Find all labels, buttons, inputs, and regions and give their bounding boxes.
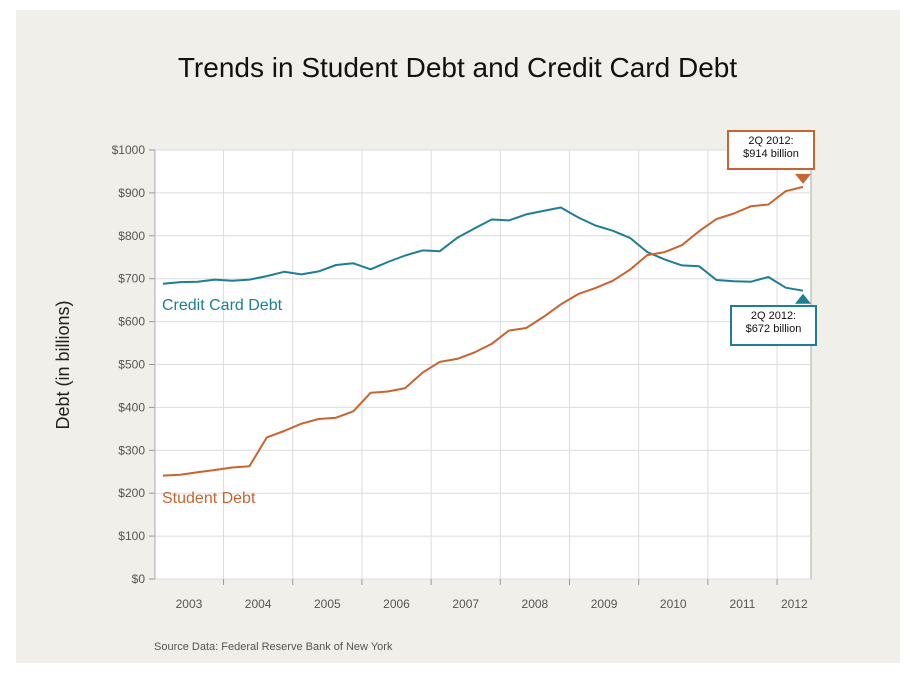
series-label-student: Student Debt [162, 490, 256, 507]
y-tick-label: $600 [118, 315, 145, 329]
callout-student-debt: 2Q 2012: $914 billion [727, 130, 815, 170]
y-tick-label: $100 [118, 529, 145, 543]
y-tick-label: $400 [118, 400, 145, 414]
series-label-credit-card: Credit Card Debt [162, 297, 283, 314]
x-tick-label: 2007 [452, 597, 479, 611]
y-tick-label: $900 [118, 186, 145, 200]
chart-title: Trends in Student Debt and Credit Card D… [177, 52, 738, 83]
callout-cc-line2: $672 billion [745, 323, 802, 335]
callout-student-line2: $914 billion [743, 148, 799, 160]
y-tick-label: $1000 [112, 143, 146, 157]
callout-cc-line1: 2Q 2012: [750, 310, 797, 322]
y-tick-label: $700 [118, 272, 145, 286]
source-note: Source Data: Federal Reserve Bank of New… [154, 641, 393, 653]
x-tick-label: 2009 [591, 597, 618, 611]
x-tick-label: 2012 [781, 597, 808, 611]
x-tick-label: 2004 [245, 597, 272, 611]
y-tick-label: $0 [132, 572, 146, 586]
callout-pointer-credit-card [795, 293, 811, 304]
x-tick-label: 2003 [176, 597, 203, 611]
callout-credit-card-debt: 2Q 2012: $672 billion [730, 305, 817, 346]
y-tick-label: $500 [118, 358, 145, 372]
x-tick-label: 2006 [383, 597, 410, 611]
x-tick-label: 2010 [660, 597, 687, 611]
y-tick-label: $300 [118, 443, 145, 457]
x-tick-label: 2008 [522, 597, 549, 611]
callout-pointer-student [795, 173, 811, 184]
series-line-credit-card-debt [162, 206, 804, 292]
y-axis-label: Debt (in billions) [53, 300, 73, 429]
y-tick-label: $200 [118, 486, 145, 500]
callout-student-line1: 2Q 2012: [748, 135, 794, 147]
x-tick-label: 2011 [730, 597, 756, 611]
series-line-student-debt [162, 185, 804, 477]
x-tick-label: 2005 [314, 597, 341, 611]
y-tick-label: $800 [118, 229, 145, 243]
